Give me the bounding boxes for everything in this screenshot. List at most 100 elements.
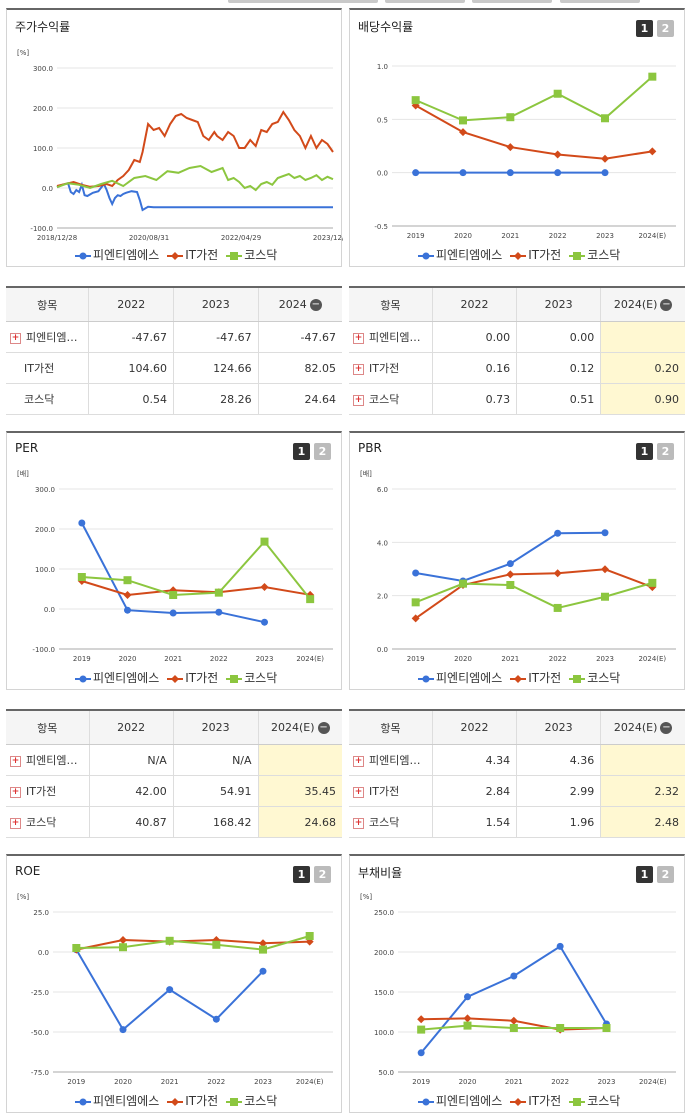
data-point[interactable] <box>506 113 515 122</box>
chart-button-2[interactable]: 2 <box>314 443 331 460</box>
data-point[interactable] <box>77 573 86 581</box>
data-point[interactable] <box>459 128 467 137</box>
legend-item[interactable]: IT가전 <box>167 1094 218 1108</box>
top-tab[interactable] <box>385 0 465 3</box>
data-point[interactable] <box>212 940 221 949</box>
expand-icon[interactable]: + <box>353 817 364 829</box>
data-point[interactable] <box>166 986 174 994</box>
data-point[interactable] <box>506 581 515 589</box>
legend-item[interactable]: 코스닥 <box>226 248 277 262</box>
data-point[interactable] <box>509 1016 518 1025</box>
data-point[interactable] <box>305 932 314 940</box>
top-tab[interactable] <box>472 0 552 3</box>
data-point[interactable] <box>305 937 314 946</box>
chart-button-1[interactable]: 1 <box>293 866 310 883</box>
data-point[interactable] <box>556 942 564 950</box>
legend-item[interactable]: 코스닥 <box>569 248 620 262</box>
data-point[interactable] <box>411 598 420 607</box>
expand-icon[interactable]: + <box>353 394 364 406</box>
data-point[interactable] <box>648 578 657 587</box>
legend-item[interactable]: IT가전 <box>167 248 218 262</box>
data-point[interactable] <box>119 1026 127 1034</box>
data-point[interactable] <box>553 150 562 159</box>
data-point[interactable] <box>509 1024 518 1032</box>
data-point[interactable] <box>602 1024 611 1032</box>
data-point[interactable] <box>553 603 562 612</box>
data-point[interactable] <box>214 588 223 597</box>
chart-button-2[interactable]: 2 <box>657 20 674 37</box>
expand-icon[interactable]: + <box>10 755 21 767</box>
legend-item[interactable]: 피엔티엠에스 <box>75 248 159 262</box>
data-point[interactable] <box>417 1049 425 1057</box>
expand-icon[interactable]: + <box>10 332 21 344</box>
legend-item[interactable]: 피엔티엠에스 <box>418 1094 502 1108</box>
data-point[interactable] <box>411 96 420 105</box>
data-point[interactable] <box>601 592 609 601</box>
data-point[interactable] <box>601 169 609 177</box>
data-point[interactable] <box>464 993 471 1001</box>
data-point[interactable] <box>259 967 267 975</box>
top-tab[interactable] <box>228 0 378 3</box>
data-point[interactable] <box>412 169 420 177</box>
data-point[interactable] <box>119 943 127 952</box>
data-point[interactable] <box>601 565 609 574</box>
data-point[interactable] <box>506 570 515 579</box>
data-point[interactable] <box>463 1021 472 1030</box>
data-point[interactable] <box>506 143 515 152</box>
data-point[interactable] <box>417 1025 426 1034</box>
data-point[interactable] <box>261 618 268 626</box>
data-point[interactable] <box>459 579 467 588</box>
data-point[interactable] <box>463 1014 472 1023</box>
expand-icon[interactable]: + <box>353 332 364 344</box>
data-point[interactable] <box>123 576 132 585</box>
collapse-icon[interactable]: − <box>309 299 322 311</box>
expand-icon[interactable]: + <box>353 755 364 767</box>
data-point[interactable] <box>459 169 467 177</box>
legend-item[interactable]: IT가전 <box>510 671 561 685</box>
legend-item[interactable]: IT가전 <box>510 248 561 262</box>
data-point[interactable] <box>601 154 609 163</box>
collapse-icon[interactable]: − <box>660 722 673 734</box>
data-point[interactable] <box>123 591 132 599</box>
data-point[interactable] <box>506 560 514 568</box>
data-point[interactable] <box>78 519 86 527</box>
legend-item[interactable]: 코스닥 <box>569 1094 620 1108</box>
data-point[interactable] <box>215 608 223 616</box>
data-point[interactable] <box>260 583 269 592</box>
data-point[interactable] <box>124 606 131 614</box>
data-point[interactable] <box>259 945 267 954</box>
data-point[interactable] <box>169 586 178 595</box>
data-point[interactable] <box>554 169 562 177</box>
data-point[interactable] <box>119 936 127 944</box>
data-point[interactable] <box>601 114 609 123</box>
data-point[interactable] <box>412 569 420 577</box>
data-point[interactable] <box>459 116 467 125</box>
data-point[interactable] <box>553 89 562 98</box>
data-point[interactable] <box>165 936 174 945</box>
expand-icon[interactable]: + <box>10 786 21 798</box>
data-point[interactable] <box>212 1015 220 1023</box>
legend-item[interactable]: 피엔티엠에스 <box>418 248 502 262</box>
expand-icon[interactable]: + <box>353 363 364 375</box>
data-point[interactable] <box>510 972 518 980</box>
data-point[interactable] <box>554 529 562 537</box>
legend-item[interactable]: 코스닥 <box>226 671 277 685</box>
legend-item[interactable]: 코스닥 <box>226 1094 277 1108</box>
data-point[interactable] <box>556 1024 565 1032</box>
legend-item[interactable]: 피엔티엠에스 <box>75 1094 159 1108</box>
data-point[interactable] <box>417 1015 426 1024</box>
collapse-icon[interactable]: − <box>660 299 673 311</box>
data-point[interactable] <box>553 569 562 578</box>
legend-item[interactable]: IT가전 <box>167 671 218 685</box>
data-point[interactable] <box>169 609 177 617</box>
chart-button-1[interactable]: 1 <box>293 443 310 460</box>
expand-icon[interactable]: + <box>353 786 364 798</box>
data-point[interactable] <box>72 944 81 952</box>
data-point[interactable] <box>648 147 657 156</box>
chart-button-2[interactable]: 2 <box>657 443 674 460</box>
data-point[interactable] <box>411 614 420 623</box>
data-point[interactable] <box>601 529 609 537</box>
legend-item[interactable]: 피엔티엠에스 <box>75 671 159 685</box>
data-point[interactable] <box>648 72 657 81</box>
data-point[interactable] <box>259 939 267 948</box>
